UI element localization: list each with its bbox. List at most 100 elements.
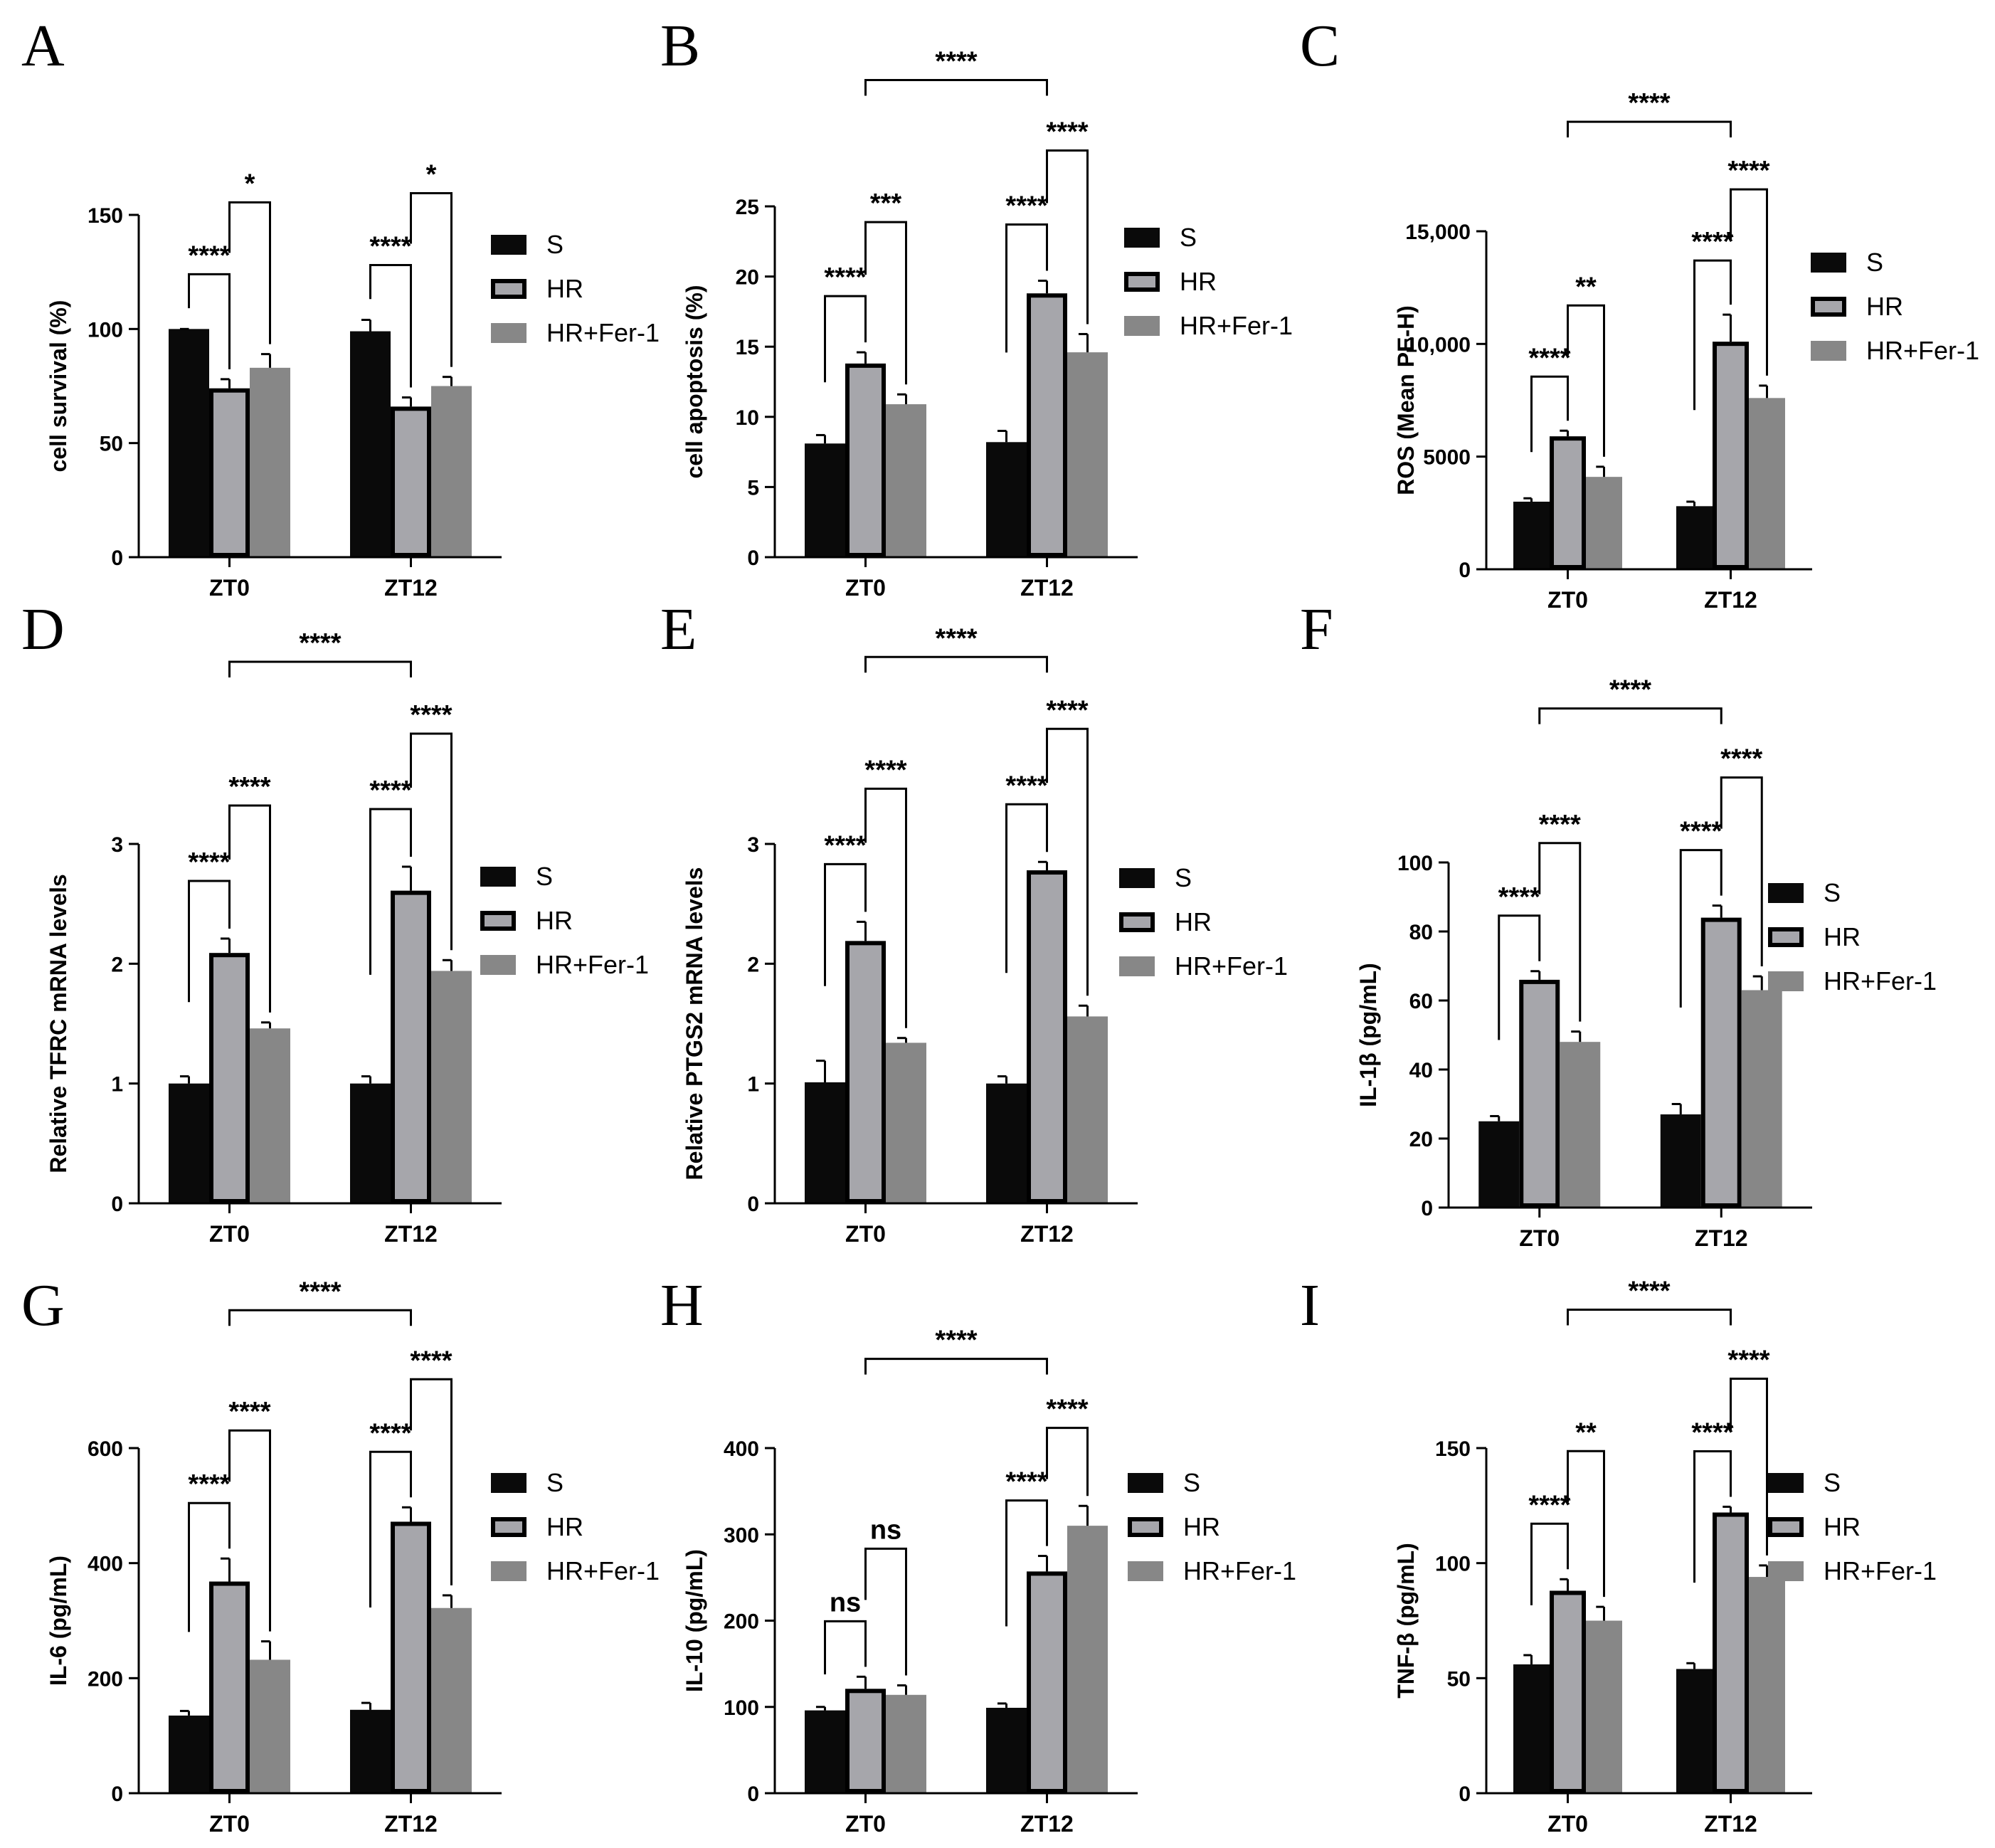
sig-bracket-zt0-s-vs-hr-label: **** xyxy=(1528,1490,1570,1520)
y-tick-label: 100 xyxy=(1397,852,1433,875)
legend-label-hr: HR xyxy=(1175,907,1212,936)
legend-swatch-hr-fer-1 xyxy=(1768,1561,1804,1581)
y-tick-label: 400 xyxy=(724,1437,759,1461)
bar-s-zt0 xyxy=(169,1083,209,1203)
y-tick-label: 0 xyxy=(1459,1783,1471,1806)
x-tick-label-zt12: ZT12 xyxy=(1020,1811,1074,1837)
legend-swatch-hr-fer-1 xyxy=(1768,971,1804,991)
legend-swatch-hr-fer-1 xyxy=(491,1561,526,1581)
sig-bracket-zt12-hr-vs-hrfer1-label: **** xyxy=(1720,744,1762,774)
x-tick-label-zt12: ZT12 xyxy=(1020,1221,1074,1247)
bar-s-zt12 xyxy=(986,1707,1027,1793)
y-tick-label: 20 xyxy=(1409,1128,1433,1151)
sig-bracket-zt0-hr-vs-hrfer1 xyxy=(1567,1450,1605,1598)
bar-hr-fer-1-zt12 xyxy=(1741,990,1782,1208)
x-tick-label-zt0: ZT0 xyxy=(1547,1811,1588,1837)
bar-hr-fer-1-zt0 xyxy=(250,1028,290,1203)
y-tick-label: 3 xyxy=(747,833,759,857)
y-tick-label: 150 xyxy=(88,204,123,228)
legend-swatch-hr-fer-1 xyxy=(491,323,526,343)
sig-bracket-zt12-s-vs-hr-label: **** xyxy=(369,232,411,262)
sig-bracket-zt12-s-vs-hr-label: **** xyxy=(1005,771,1047,801)
y-tick-label: 80 xyxy=(1409,921,1433,944)
y-tick-label: 0 xyxy=(111,1783,123,1806)
sig-bracket-zt0-s-vs-hr xyxy=(1530,375,1569,453)
sig-bracket-zt0-s-vs-hr xyxy=(824,862,867,986)
legend-label-hr: HR xyxy=(1824,1512,1861,1541)
legend-label-s: S xyxy=(536,862,553,891)
sig-bracket-zt12-s-vs-hr xyxy=(1005,223,1048,353)
sig-bracket-zt12-s-vs-hr-label: **** xyxy=(1005,1467,1047,1497)
sig-bracket-zt12-s-vs-hr xyxy=(369,808,412,975)
bar-s-zt0 xyxy=(805,1710,845,1793)
legend-swatch-s xyxy=(491,1473,526,1493)
sig-bracket-zt12-hr-vs-hrfer1 xyxy=(1730,188,1768,376)
y-tick-label: 300 xyxy=(724,1524,759,1547)
sig-bracket-zt0-vs-zt12 xyxy=(864,655,1048,673)
sig-bracket-zt0-hr-vs-hrfer1 xyxy=(228,201,271,344)
bar-s-zt0 xyxy=(1478,1121,1520,1208)
panel-c: C 0 5000 10,000 15,000 ZT0 ZT12 ROS (Mean PE-H)… xyxy=(1300,13,1979,613)
sig-bracket-zt0-hr-vs-hrfer1 xyxy=(228,1429,271,1632)
sig-bracket-zt12-hr-vs-hrfer1 xyxy=(410,1378,453,1585)
bar-s-zt0 xyxy=(1513,502,1550,569)
legend-swatch-hr xyxy=(1124,272,1160,292)
bar-hr-zt0 xyxy=(1550,1590,1586,1793)
sig-bracket-zt12-hr-vs-hrfer1 xyxy=(1046,1427,1089,1496)
bar-hr-fer-1-zt12 xyxy=(1067,1016,1108,1203)
panel-letter-f: F xyxy=(1300,596,1333,662)
sig-bracket-zt0-s-vs-hr xyxy=(824,295,867,383)
legend-swatch-hr xyxy=(1119,912,1155,932)
sig-bracket-zt0-hr-vs-hrfer1-label: ns xyxy=(870,1515,901,1545)
bar-hr-zt12 xyxy=(1700,917,1742,1208)
sig-bracket-zt12-s-vs-hr-label: **** xyxy=(1680,817,1722,847)
sig-bracket-zt0-s-vs-hr-label: **** xyxy=(824,263,866,292)
sig-bracket-zt0-hr-vs-hrfer1 xyxy=(864,787,907,1028)
sig-bracket-zt0-vs-zt12-label: **** xyxy=(1628,88,1670,118)
bar-hr-fer-1-zt12 xyxy=(1067,1526,1108,1793)
legend-label-s: S xyxy=(546,230,563,259)
sig-bracket-zt0-hr-vs-hrfer1-label: **** xyxy=(228,1397,270,1427)
panel-letter-a: A xyxy=(21,13,65,79)
bar-hr-fer-1-zt12 xyxy=(1749,1577,1785,1793)
legend-label-hr-fer-1: HR+Fer-1 xyxy=(546,1556,660,1585)
y-tick-label: 1 xyxy=(747,1073,759,1097)
y-tick-label: 0 xyxy=(747,547,759,570)
y-tick-label: 10 xyxy=(736,406,759,430)
sig-bracket-zt0-hr-vs-hrfer1 xyxy=(1538,842,1582,1022)
sig-bracket-zt12-hr-vs-hrfer1-label: **** xyxy=(410,700,452,730)
sig-bracket-zt12-s-vs-hr-label: **** xyxy=(1691,1417,1733,1447)
bar-hr-zt12 xyxy=(391,406,431,557)
bar-hr-fer-1-zt0 xyxy=(250,1659,290,1793)
sig-bracket-zt0-vs-zt12 xyxy=(228,660,412,677)
y-tick-label: 5 xyxy=(747,476,759,500)
legend-swatch-s xyxy=(1768,883,1804,903)
sig-bracket-zt0-vs-zt12-label: **** xyxy=(299,628,341,658)
y-tick-label: 40 xyxy=(1409,1059,1433,1082)
sig-bracket-zt0-hr-vs-hrfer1 xyxy=(1567,304,1605,457)
legend-label-hr: HR xyxy=(536,906,573,935)
legend-label-hr-fer-1: HR+Fer-1 xyxy=(1866,336,1979,365)
bar-hr-fer-1-zt0 xyxy=(886,404,926,557)
sig-bracket-zt0-hr-vs-hrfer1 xyxy=(864,221,907,385)
y-tick-label: 600 xyxy=(88,1437,123,1461)
sig-bracket-zt12-s-vs-hr-label: **** xyxy=(369,776,411,806)
y-axis-title: cell apoptosis (%) xyxy=(682,285,707,478)
y-tick-label: 15,000 xyxy=(1405,221,1471,244)
panel-g: G 0 200 400 600 ZT0 ZT12 IL-6 (pg/mL) S HR HR+Fer-… xyxy=(21,1272,660,1837)
sig-bracket-zt0-s-vs-hr-label: ns xyxy=(830,1588,861,1617)
y-tick-label: 0 xyxy=(747,1193,759,1216)
y-axis-title: IL-10 (pg/mL) xyxy=(682,1549,707,1692)
sig-bracket-zt0-s-vs-hr xyxy=(188,1501,231,1632)
bar-s-zt12 xyxy=(350,331,391,557)
legend-swatch-hr xyxy=(491,1517,526,1537)
bar-hr-zt0 xyxy=(845,363,886,557)
bar-s-zt0 xyxy=(1513,1664,1550,1793)
legend-swatch-hr xyxy=(1768,1517,1804,1537)
panel-letter-c: C xyxy=(1300,13,1340,79)
legend-swatch-s xyxy=(1128,1473,1163,1493)
legend-swatch-hr xyxy=(1768,927,1804,947)
sig-bracket-zt0-hr-vs-hrfer1-label: **** xyxy=(228,772,270,802)
